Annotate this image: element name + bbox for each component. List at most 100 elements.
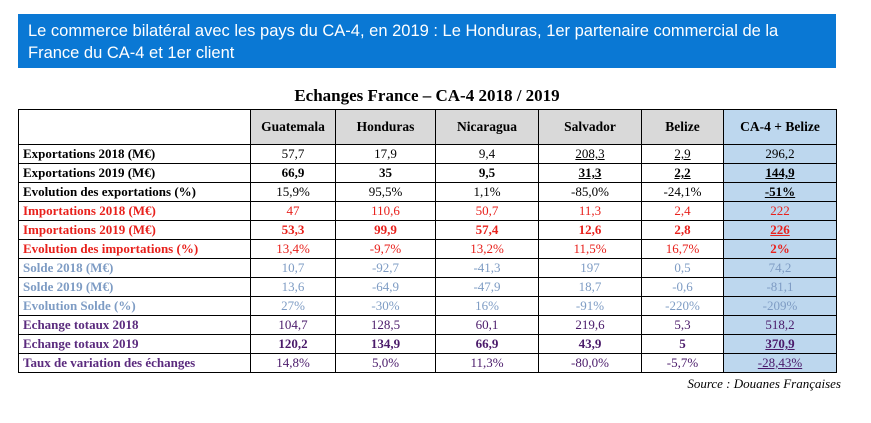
cell-text: 2,9 — [674, 146, 691, 161]
row-label: Solde 2019 (M€) — [18, 277, 251, 297]
table-row: Echange totaux 2018 104,7 128,5 60,1 219… — [18, 315, 837, 335]
table-row: Exportations 2018 (M€) 57,7 17,9 9,4 208… — [18, 144, 837, 164]
cell-text: 208,3 — [575, 146, 605, 161]
cell: 13,6 — [250, 277, 336, 297]
cell-total: -51% — [723, 182, 837, 202]
cell: -64,9 — [335, 277, 436, 297]
cell: 66,9 — [250, 163, 336, 183]
row-label: Solde 2018 (M€) — [18, 258, 251, 278]
col-header: Salvador — [538, 109, 642, 145]
table-row: Echange totaux 2019 120,2 134,9 66,9 43,… — [18, 334, 837, 354]
cell: 27% — [250, 296, 336, 316]
row-label: Evolution des exportations (%) — [18, 182, 251, 202]
cell-total: 226 — [723, 220, 837, 240]
cell: 15,9% — [250, 182, 336, 202]
row-label: Taux de variation des échanges — [18, 353, 251, 373]
cell: 18,7 — [538, 277, 642, 297]
cell-total: 74,2 — [723, 258, 837, 278]
cell: 2,8 — [641, 220, 724, 240]
row-label: Exportations 2019 (M€) — [18, 163, 251, 183]
cell: 17,9 — [335, 144, 436, 164]
cell: -41,3 — [435, 258, 539, 278]
cell: 5 — [641, 334, 724, 354]
cell: 9,4 — [435, 144, 539, 164]
banner-text: Le commerce bilatéral avec les pays du C… — [28, 22, 779, 62]
table-row: Solde 2018 (M€) 10,7 -92,7 -41,3 197 0,5… — [18, 258, 837, 278]
cell-text: 31,3 — [578, 165, 602, 180]
cell: 5,0% — [335, 353, 436, 373]
cell-total: -28,43% — [723, 353, 837, 373]
cell: -92,7 — [335, 258, 436, 278]
table-row: Exportations 2019 (M€) 66,9 35 9,5 31,3 … — [18, 163, 837, 183]
cell-text: -51% — [764, 184, 796, 199]
row-label: Importations 2019 (M€) — [18, 220, 251, 240]
cell: 9,5 — [435, 163, 539, 183]
cell: -47,9 — [435, 277, 539, 297]
row-label: Evolution des importations (%) — [18, 239, 251, 259]
table-title: Echanges France – CA-4 2018 / 2019 — [294, 86, 560, 105]
row-label: Echange totaux 2019 — [18, 334, 251, 354]
col-header: Nicaragua — [435, 109, 539, 145]
cell: 2,2 — [641, 163, 724, 183]
col-header-total: CA-4 + Belize — [723, 109, 837, 145]
cell: 99,9 — [335, 220, 436, 240]
cell-total: 2% — [723, 239, 837, 259]
cell-total: 518,2 — [723, 315, 837, 335]
cell: 35 — [335, 163, 436, 183]
cell: 95,5% — [335, 182, 436, 202]
cell-total: 296,2 — [723, 144, 837, 164]
col-header: Belize — [641, 109, 724, 145]
cell: -80,0% — [538, 353, 642, 373]
row-label: Echange totaux 2018 — [18, 315, 251, 335]
col-header: Honduras — [335, 109, 436, 145]
table-row: Evolution des exportations (%) 15,9% 95,… — [18, 182, 837, 202]
cell: 11,3% — [435, 353, 539, 373]
cell-total: -209% — [723, 296, 837, 316]
cell: 110,6 — [335, 201, 436, 221]
cell-total: 144,9 — [723, 163, 837, 183]
cell: 197 — [538, 258, 642, 278]
cell: 1,1% — [435, 182, 539, 202]
cell-text: -28,43% — [757, 355, 803, 370]
title-banner: Le commerce bilatéral avec les pays du C… — [18, 14, 836, 68]
cell: 66,9 — [435, 334, 539, 354]
table-row: Solde 2019 (M€) 13,6 -64,9 -47,9 18,7 -0… — [18, 277, 837, 297]
cell: -30% — [335, 296, 436, 316]
source-note: Source : Douanes Françaises — [687, 376, 841, 391]
cell: 53,3 — [250, 220, 336, 240]
cell: 12,6 — [538, 220, 642, 240]
table-row: Evolution des importations (%) 13,4% -9,… — [18, 239, 837, 259]
cell: 10,7 — [250, 258, 336, 278]
cell: 208,3 — [538, 144, 642, 164]
cell: 128,5 — [335, 315, 436, 335]
cell-total: 370,9 — [723, 334, 837, 354]
cell: 219,6 — [538, 315, 642, 335]
cell: 50,7 — [435, 201, 539, 221]
cell: 16% — [435, 296, 539, 316]
cell: 43,9 — [538, 334, 642, 354]
cell-text: 2% — [770, 241, 790, 256]
header-row: Guatemala Honduras Nicaragua Salvador Be… — [18, 109, 837, 145]
cell: 0,5 — [641, 258, 724, 278]
table-row: Evolution Solde (%) 27% -30% 16% -91% -2… — [18, 296, 837, 316]
cell-text: 370,9 — [765, 336, 795, 351]
cell: 2,4 — [641, 201, 724, 221]
row-label: Importations 2018 (M€) — [18, 201, 251, 221]
cell-text: 226 — [770, 222, 790, 237]
cell: 57,7 — [250, 144, 336, 164]
cell: 5,3 — [641, 315, 724, 335]
cell-text: 144,9 — [765, 165, 795, 180]
cell: -91% — [538, 296, 642, 316]
cell: 13,2% — [435, 239, 539, 259]
table-row: Taux de variation des échanges 14,8% 5,0… — [18, 353, 837, 373]
cell: 16,7% — [641, 239, 724, 259]
table-row: Importations 2019 (M€) 53,3 99,9 57,4 12… — [18, 220, 837, 240]
cell: 2,9 — [641, 144, 724, 164]
cell: -9,7% — [335, 239, 436, 259]
row-label: Exportations 2018 (M€) — [18, 144, 251, 164]
cell: 11,5% — [538, 239, 642, 259]
cell-total: 222 — [723, 201, 837, 221]
cell: -24,1% — [641, 182, 724, 202]
row-label: Evolution Solde (%) — [18, 296, 251, 316]
table-row: Importations 2018 (M€) 47 110,6 50,7 11,… — [18, 201, 837, 221]
